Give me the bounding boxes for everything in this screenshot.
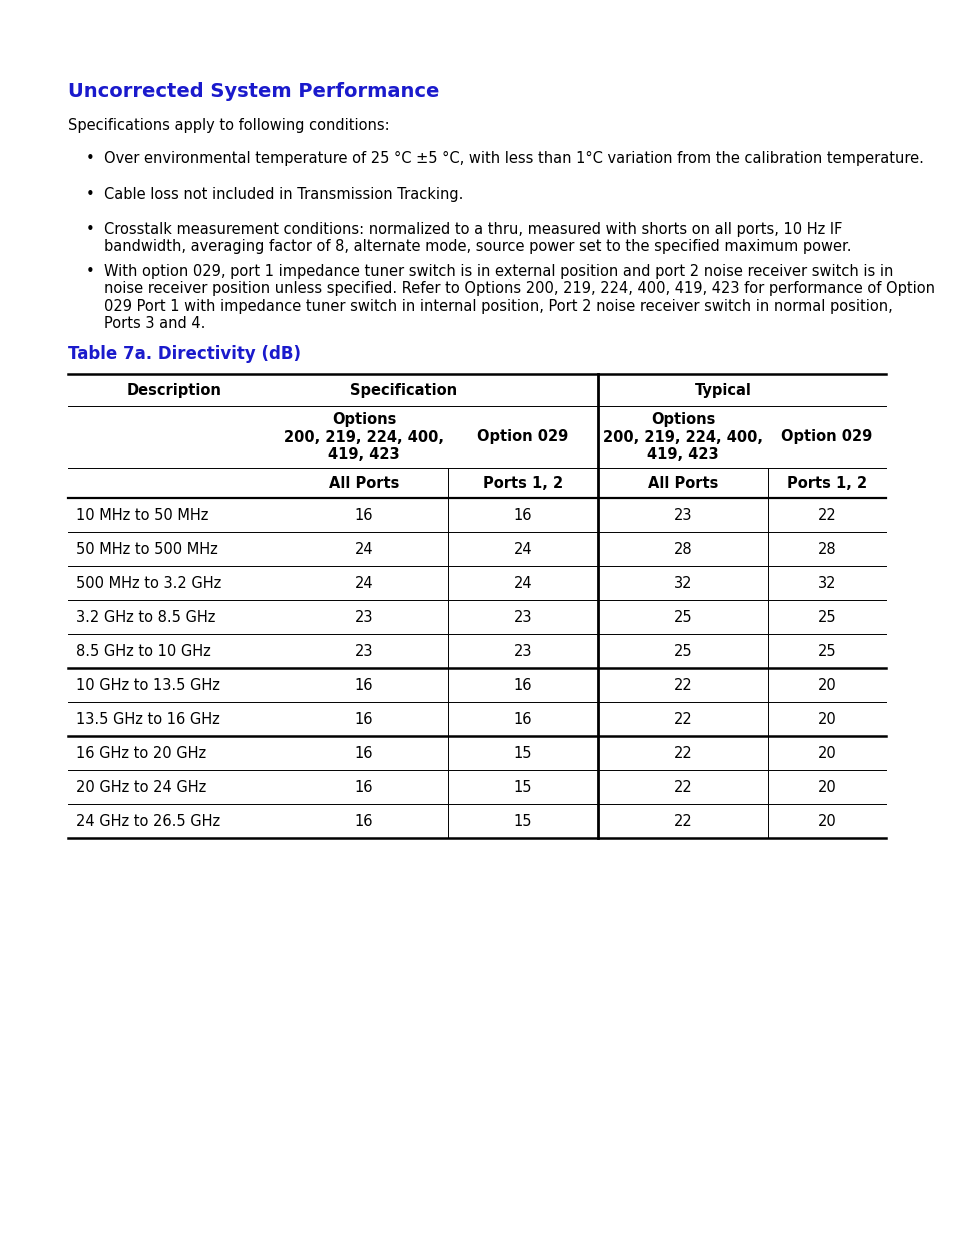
Text: All Ports: All Ports — [329, 475, 398, 490]
Text: 25: 25 — [817, 610, 836, 625]
Text: •: • — [86, 186, 94, 203]
Text: 22: 22 — [817, 508, 836, 522]
Text: 13.5 GHz to 16 GHz: 13.5 GHz to 16 GHz — [76, 711, 219, 726]
Text: 16: 16 — [355, 711, 373, 726]
Text: Specification: Specification — [350, 383, 457, 398]
Text: •: • — [86, 222, 94, 237]
Text: Options
200, 219, 224, 400,
419, 423: Options 200, 219, 224, 400, 419, 423 — [602, 412, 762, 462]
Text: 20: 20 — [817, 678, 836, 693]
Text: 24: 24 — [513, 541, 532, 557]
Text: •: • — [86, 264, 94, 279]
Text: 8.5 GHz to 10 GHz: 8.5 GHz to 10 GHz — [76, 643, 211, 658]
Text: 50 MHz to 500 MHz: 50 MHz to 500 MHz — [76, 541, 217, 557]
Text: Specifications apply to following conditions:: Specifications apply to following condit… — [68, 119, 389, 133]
Text: 23: 23 — [514, 610, 532, 625]
Text: 28: 28 — [673, 541, 692, 557]
Text: 15: 15 — [514, 814, 532, 829]
Text: 3.2 GHz to 8.5 GHz: 3.2 GHz to 8.5 GHz — [76, 610, 215, 625]
Text: 16: 16 — [355, 779, 373, 794]
Text: 22: 22 — [673, 746, 692, 761]
Text: 10 GHz to 13.5 GHz: 10 GHz to 13.5 GHz — [76, 678, 219, 693]
Text: 23: 23 — [355, 643, 373, 658]
Text: Uncorrected System Performance: Uncorrected System Performance — [68, 82, 439, 101]
Text: 16: 16 — [355, 746, 373, 761]
Text: 25: 25 — [673, 610, 692, 625]
Text: 16: 16 — [355, 678, 373, 693]
Text: All Ports: All Ports — [647, 475, 718, 490]
Text: 23: 23 — [514, 643, 532, 658]
Text: Option 029: Option 029 — [476, 430, 568, 445]
Text: 16 GHz to 20 GHz: 16 GHz to 20 GHz — [76, 746, 206, 761]
Text: 32: 32 — [817, 576, 836, 590]
Text: 32: 32 — [673, 576, 692, 590]
Text: Crosstalk measurement conditions: normalized to a thru, measured with shorts on : Crosstalk measurement conditions: normal… — [104, 222, 851, 254]
Text: 20: 20 — [817, 746, 836, 761]
Text: Options
200, 219, 224, 400,
419, 423: Options 200, 219, 224, 400, 419, 423 — [284, 412, 443, 462]
Text: 16: 16 — [355, 814, 373, 829]
Text: Ports 1, 2: Ports 1, 2 — [786, 475, 866, 490]
Text: •: • — [86, 151, 94, 165]
Text: 22: 22 — [673, 814, 692, 829]
Text: 16: 16 — [355, 508, 373, 522]
Text: Ports 1, 2: Ports 1, 2 — [482, 475, 562, 490]
Text: 24: 24 — [355, 576, 373, 590]
Text: 20: 20 — [817, 814, 836, 829]
Text: Over environmental temperature of 25 °C ±5 °C, with less than 1°C variation from: Over environmental temperature of 25 °C … — [104, 151, 923, 165]
Text: 25: 25 — [817, 643, 836, 658]
Text: 22: 22 — [673, 779, 692, 794]
Text: 24: 24 — [513, 576, 532, 590]
Text: 15: 15 — [514, 779, 532, 794]
Text: Cable loss not included in Transmission Tracking.: Cable loss not included in Transmission … — [104, 186, 463, 203]
Text: Option 029: Option 029 — [781, 430, 872, 445]
Text: 24: 24 — [355, 541, 373, 557]
Text: 23: 23 — [355, 610, 373, 625]
Text: Table 7a. Directivity (dB): Table 7a. Directivity (dB) — [68, 345, 301, 363]
Text: 10 MHz to 50 MHz: 10 MHz to 50 MHz — [76, 508, 208, 522]
Text: 16: 16 — [514, 678, 532, 693]
Text: 15: 15 — [514, 746, 532, 761]
Text: 20: 20 — [817, 779, 836, 794]
Text: 16: 16 — [514, 711, 532, 726]
Text: 28: 28 — [817, 541, 836, 557]
Text: 500 MHz to 3.2 GHz: 500 MHz to 3.2 GHz — [76, 576, 221, 590]
Text: 16: 16 — [514, 508, 532, 522]
Text: 20: 20 — [817, 711, 836, 726]
Text: 23: 23 — [673, 508, 692, 522]
Text: Typical: Typical — [694, 383, 751, 398]
Text: 22: 22 — [673, 678, 692, 693]
Text: 22: 22 — [673, 711, 692, 726]
Text: Description: Description — [127, 383, 221, 398]
Text: 20 GHz to 24 GHz: 20 GHz to 24 GHz — [76, 779, 206, 794]
Text: With option 029, port 1 impedance tuner switch is in external position and port : With option 029, port 1 impedance tuner … — [104, 264, 934, 331]
Text: 25: 25 — [673, 643, 692, 658]
Text: 24 GHz to 26.5 GHz: 24 GHz to 26.5 GHz — [76, 814, 220, 829]
